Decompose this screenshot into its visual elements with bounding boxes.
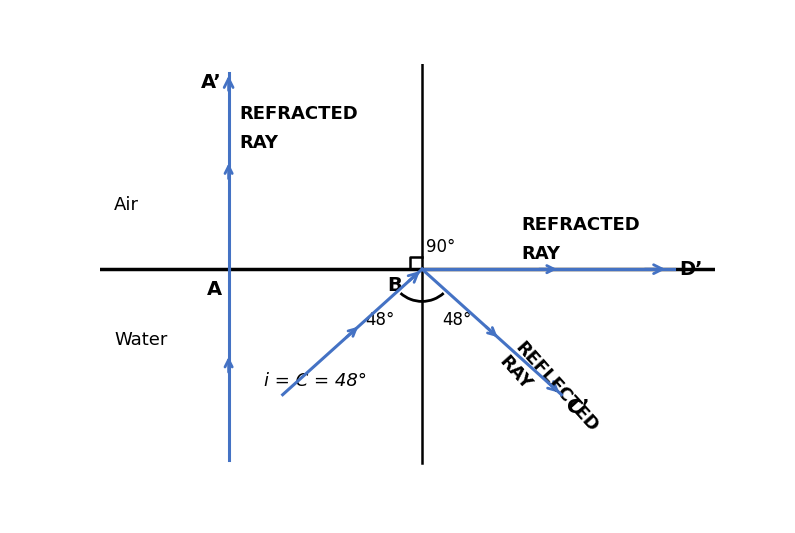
Text: i = C = 48°: i = C = 48°: [264, 372, 366, 390]
Text: A: A: [207, 280, 222, 298]
Text: REFRACTED
RAY: REFRACTED RAY: [522, 216, 641, 263]
Text: B: B: [387, 276, 401, 295]
Text: 48°: 48°: [365, 311, 394, 329]
Text: A’: A’: [201, 73, 222, 92]
Text: Water: Water: [114, 330, 168, 349]
Text: D’: D’: [679, 260, 703, 279]
Text: 90°: 90°: [425, 238, 455, 256]
Text: 48°: 48°: [443, 311, 472, 329]
Text: C’: C’: [568, 398, 590, 417]
Text: REFRACTED
RAY: REFRACTED RAY: [239, 105, 358, 152]
Text: Air: Air: [114, 196, 139, 214]
Text: REFLECTED
RAY: REFLECTED RAY: [495, 338, 601, 449]
